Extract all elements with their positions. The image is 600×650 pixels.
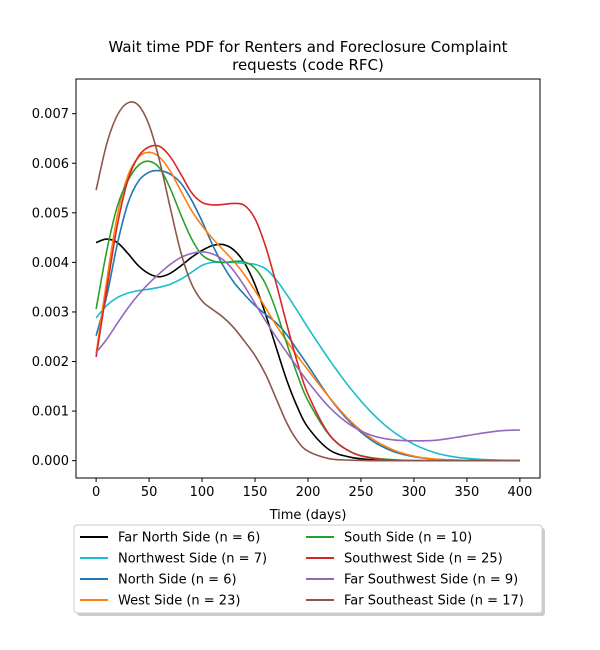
series-line-3 xyxy=(95,151,520,462)
legend: Far North Side (n = 6) Northwest Side (n … xyxy=(73,524,545,616)
plot-frame xyxy=(75,78,541,479)
series-line-4 xyxy=(95,160,520,462)
series-line-5 xyxy=(95,144,520,462)
x-tick-label-3: 150 xyxy=(243,485,268,500)
x-tick-label-5: 250 xyxy=(349,485,374,500)
x-tick-label-4: 200 xyxy=(296,485,321,500)
x-tick-label-1: 50 xyxy=(141,485,158,500)
series-line-7 xyxy=(95,101,520,462)
legend-label-0: Far North Side (n = 6) xyxy=(118,531,260,546)
legend-label-3: West Side (n = 23) xyxy=(118,594,240,609)
legend-label-7: Far Southeast Side (n = 17) xyxy=(344,594,524,609)
y-tick-label-5: 0.005 xyxy=(32,206,69,221)
series-line-1 xyxy=(95,261,520,462)
x-axis-label: Time (days) xyxy=(269,508,347,523)
legend-label-2: North Side (n = 6) xyxy=(118,573,237,588)
x-tick-label-6: 300 xyxy=(402,485,427,500)
y-tick-label-1: 0.001 xyxy=(32,405,69,420)
y-tick-label-3: 0.003 xyxy=(32,305,69,320)
y-tick-label-0: 0.000 xyxy=(32,454,69,469)
legend-box xyxy=(73,524,543,614)
x-tick-label-7: 350 xyxy=(454,485,479,500)
legend-label-5: Southwest Side (n = 25) xyxy=(344,552,503,567)
series-layer xyxy=(95,101,520,462)
chart-title-line-2: requests (code RFC) xyxy=(232,56,384,74)
x-axis: 0 50 100 150 200 250 300 350 400 xyxy=(92,478,532,500)
x-tick-label-2: 100 xyxy=(190,485,215,500)
legend-label-6: Far Southwest Side (n = 9) xyxy=(344,573,518,588)
y-tick-label-7: 0.007 xyxy=(32,107,69,122)
x-tick-label-8: 400 xyxy=(507,485,532,500)
y-axis: 0.000 0.001 0.002 0.003 0.004 0.005 0.006 0.007 xyxy=(32,107,76,469)
series-line-6 xyxy=(95,251,520,442)
legend-label-4: South Side (n = 10) xyxy=(344,531,472,546)
x-tick-label-0: 0 xyxy=(92,485,100,500)
y-tick-label-4: 0.004 xyxy=(32,256,69,271)
legend-label-1: Northwest Side (n = 7) xyxy=(118,552,267,567)
y-tick-label-6: 0.006 xyxy=(32,157,69,172)
chart-title-line-1: Wait time PDF for Renters and Foreclosur… xyxy=(108,38,507,56)
y-tick-label-2: 0.002 xyxy=(32,355,69,370)
series-line-2 xyxy=(95,169,520,462)
